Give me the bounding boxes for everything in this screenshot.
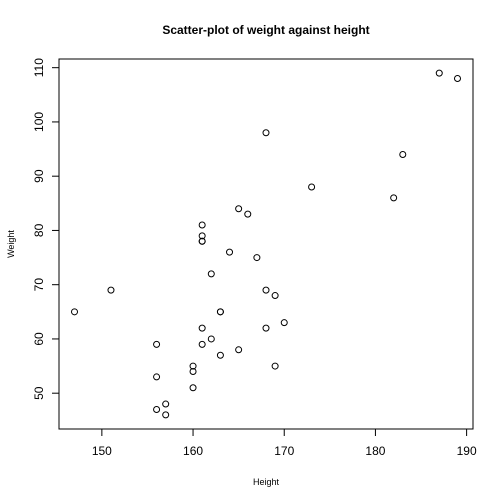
y-tick-label: 50 xyxy=(32,386,46,400)
data-point xyxy=(271,292,279,300)
data-point xyxy=(226,248,234,256)
x-tick-label: 150 xyxy=(92,444,112,458)
data-point xyxy=(244,210,252,218)
data-point xyxy=(198,221,206,229)
data-point xyxy=(235,205,243,213)
x-tick-label: 160 xyxy=(183,444,203,458)
data-point xyxy=(198,340,206,348)
data-point xyxy=(216,351,224,359)
x-axis: 150 160 170 180 190 xyxy=(92,428,477,458)
data-points xyxy=(71,69,461,419)
y-tick-label: 80 xyxy=(32,223,46,237)
data-point xyxy=(198,237,206,245)
data-point xyxy=(399,150,407,158)
data-point xyxy=(162,411,170,419)
data-point xyxy=(153,405,161,413)
data-point xyxy=(107,286,115,294)
y-tick-label: 60 xyxy=(32,332,46,346)
data-point xyxy=(189,384,197,392)
y-axis: 50 60 70 80 90 100 110 xyxy=(32,58,60,400)
data-point xyxy=(198,324,206,332)
data-point xyxy=(390,194,398,202)
data-point xyxy=(271,362,279,370)
data-point xyxy=(253,254,261,262)
data-point xyxy=(71,308,79,316)
data-point xyxy=(153,373,161,381)
data-point xyxy=(453,75,461,83)
y-tick-label: 70 xyxy=(32,278,46,292)
y-axis-label: Weight xyxy=(6,230,16,258)
plot-frame xyxy=(58,58,474,430)
data-point xyxy=(207,270,215,278)
y-tick-label: 110 xyxy=(32,58,46,77)
data-point xyxy=(435,69,443,77)
x-tick-label: 190 xyxy=(457,444,477,458)
data-point xyxy=(207,335,215,343)
data-point xyxy=(216,308,224,316)
data-point xyxy=(198,232,206,240)
data-point xyxy=(189,362,197,370)
data-point xyxy=(189,367,197,375)
data-point xyxy=(153,340,161,348)
data-point xyxy=(308,183,316,191)
data-point xyxy=(262,286,270,294)
data-point xyxy=(162,400,170,408)
data-point xyxy=(262,129,270,137)
y-tick-label: 90 xyxy=(32,169,46,183)
x-tick-label: 170 xyxy=(274,444,294,458)
y-tick-label: 100 xyxy=(32,112,46,132)
data-point xyxy=(235,346,243,354)
data-point xyxy=(262,324,270,332)
data-point xyxy=(280,319,288,327)
x-tick-label: 180 xyxy=(365,444,385,458)
x-axis-label: Height xyxy=(253,477,280,487)
chart-title: Scatter-plot of weight against height xyxy=(162,23,369,37)
